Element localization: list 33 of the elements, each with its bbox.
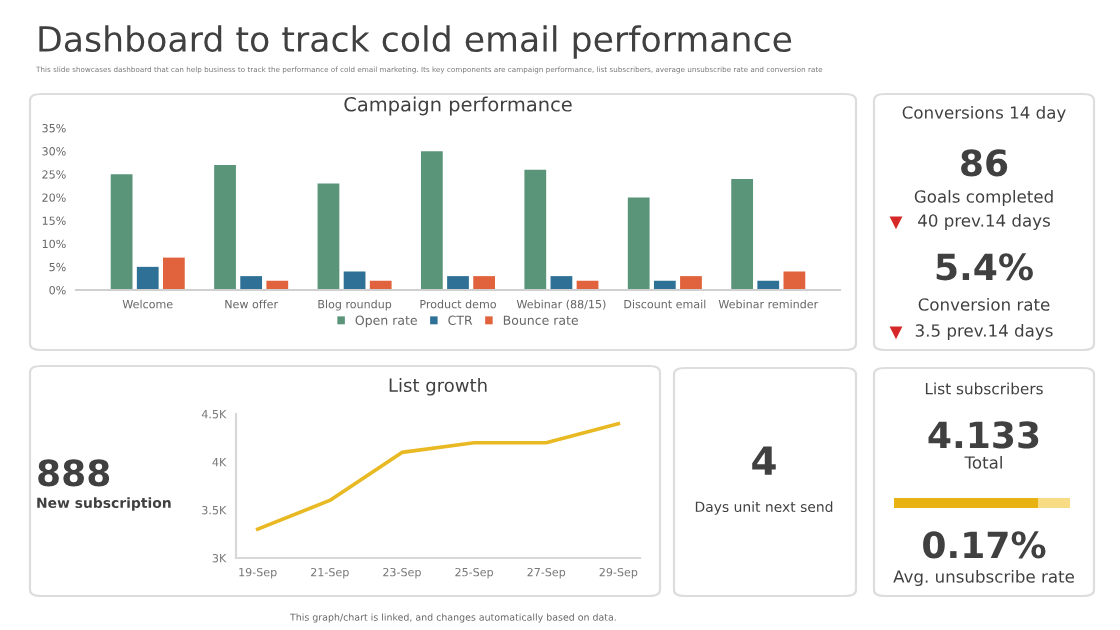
line-series (255, 421, 621, 532)
bar (524, 169, 547, 290)
text: Conversions 14 day (902, 105, 1066, 123)
bar (343, 271, 366, 290)
bar (473, 276, 496, 290)
bar (240, 276, 263, 290)
text: Conversion rate (918, 297, 1050, 311)
bar (420, 151, 443, 290)
text: 0.17% (923, 531, 1046, 559)
text: 4.133 (928, 421, 1039, 449)
bar (447, 276, 469, 290)
bar (680, 276, 702, 290)
text: 4 (752, 446, 776, 475)
text: 86 (961, 149, 1008, 177)
bar (783, 271, 806, 290)
bar (731, 178, 754, 290)
text: 40 prev.14 days (918, 213, 1050, 231)
text: Dashboard to track cold email performance (39, 25, 792, 59)
bar (317, 183, 340, 290)
text: Total (964, 455, 1002, 469)
bar (627, 197, 650, 290)
chart-title: Campaign performance (344, 96, 572, 116)
text: 888 (38, 459, 110, 487)
bar (550, 276, 573, 290)
text: 3.5 prev.14 days (915, 323, 1053, 341)
bar (162, 257, 185, 290)
text: Avg. unsubscribe rate (893, 569, 1074, 587)
text: 5.4% (936, 253, 1033, 281)
bar (214, 165, 236, 290)
bar (136, 266, 159, 290)
text: Goals completed (914, 189, 1053, 207)
bar (110, 174, 133, 290)
chart-title: List growth (389, 378, 487, 396)
